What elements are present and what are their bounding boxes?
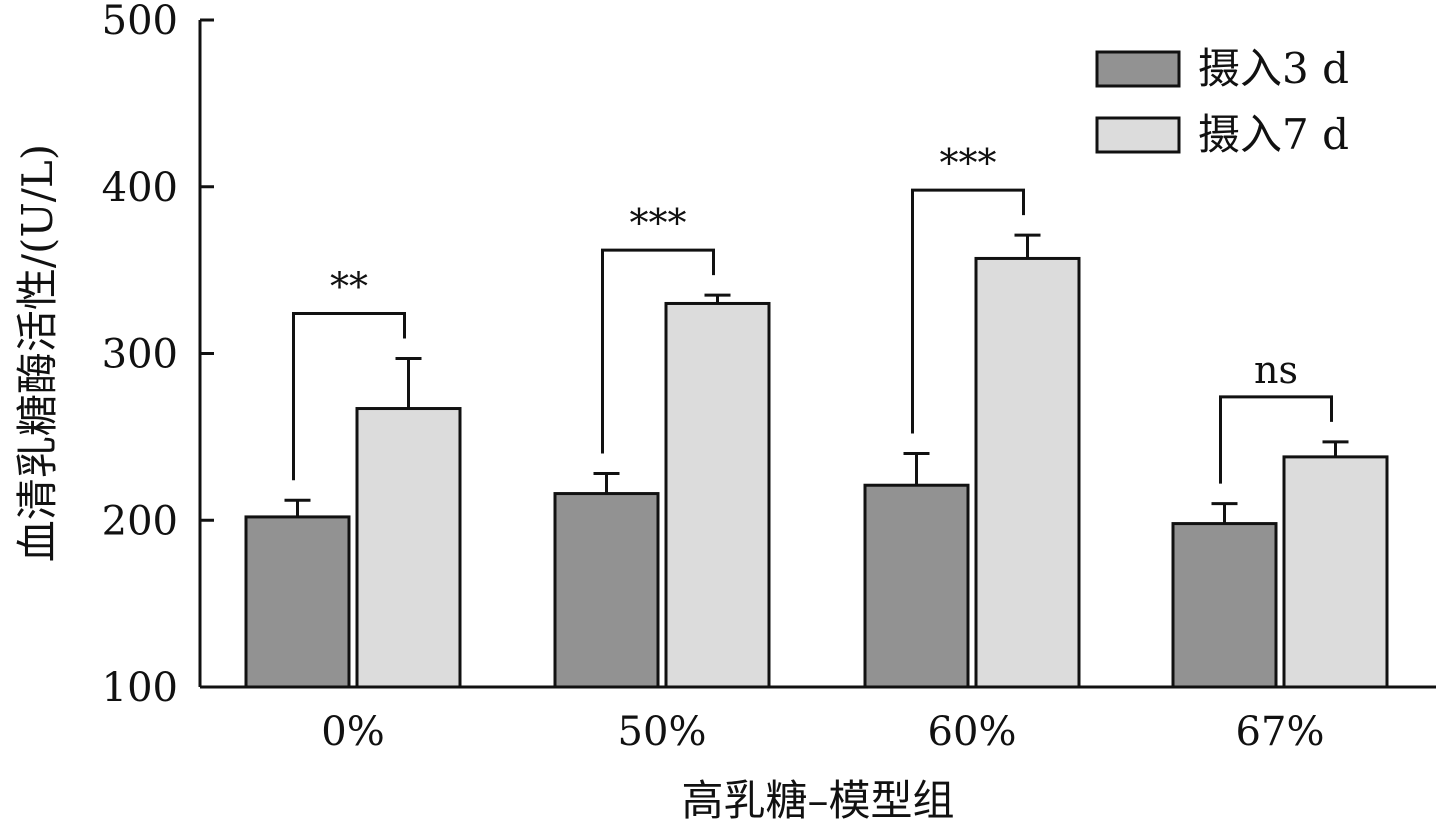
x-category-labels: 0% 50% 60% 67%: [321, 709, 1324, 755]
bar: [1171, 522, 1278, 689]
significance-bracket: [911, 188, 1025, 434]
significance-bracket: [1219, 395, 1333, 484]
significance-bracket: [292, 312, 406, 481]
bar: [244, 515, 351, 689]
legend-label: 摄入7 d: [1198, 110, 1349, 159]
bar: [863, 483, 970, 689]
bar: [974, 256, 1081, 689]
significance-bracket: [601, 248, 715, 454]
bars: [244, 256, 1389, 689]
legend-swatch: [1095, 50, 1181, 88]
x-category-label: 0%: [321, 709, 384, 755]
significance-label: ***: [630, 201, 687, 245]
bar: [664, 301, 771, 689]
y-tick-label: 300: [102, 332, 178, 378]
significance-label: ***: [940, 141, 997, 185]
y-tick-label: 500: [102, 0, 178, 44]
legend: 摄入3 d 摄入7 d: [1095, 44, 1349, 159]
y-axis-title: 血清乳糖酶活性/(U/L): [13, 144, 62, 562]
y-tick-label: 400: [102, 165, 178, 211]
bar: [355, 407, 462, 689]
significance-label: ns: [1254, 348, 1298, 392]
legend-swatch: [1095, 116, 1181, 154]
bar: [1282, 455, 1389, 689]
significance-brackets: ********ns: [292, 141, 1333, 484]
x-category-label: 67%: [1236, 709, 1325, 755]
x-axis-title: 高乳糖–模型组: [681, 776, 954, 825]
significance-label: **: [330, 265, 368, 309]
y-tick-label: 200: [102, 498, 178, 544]
y-ticks: 100 200 300 400 500: [102, 0, 214, 711]
y-tick-label: 100: [102, 665, 178, 711]
legend-label: 摄入3 d: [1198, 44, 1349, 93]
x-category-label: 50%: [618, 709, 707, 755]
error-bars: [284, 233, 1349, 524]
bar: [553, 492, 660, 689]
x-category-label: 60%: [928, 709, 1017, 755]
